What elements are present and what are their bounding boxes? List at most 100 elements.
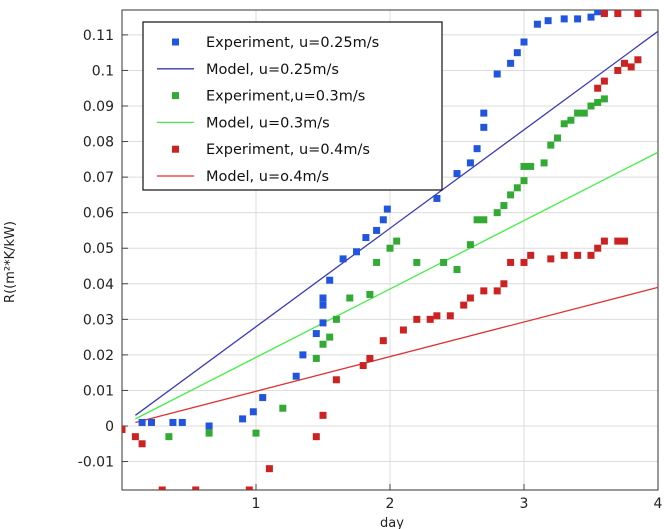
data-point — [393, 237, 401, 245]
data-point — [249, 408, 257, 416]
data-point — [513, 184, 521, 192]
data-point — [533, 20, 541, 28]
data-point — [383, 205, 391, 213]
axes: 1 2 3 4 -0.01 0 0.01 0.02 0.03 0.04 0.05 0.06 0.07 0.… — [78, 9, 663, 512]
data-point — [594, 244, 602, 252]
data-point — [205, 422, 213, 430]
data-point — [312, 354, 320, 362]
data-point — [147, 418, 155, 426]
data-point — [138, 418, 146, 426]
data-point — [520, 162, 528, 170]
data-point — [473, 145, 481, 153]
y-tick-label: 0.04 — [83, 277, 114, 293]
x-tick-label: 1 — [252, 496, 261, 512]
x-tick-label: 4 — [654, 496, 663, 512]
data-point — [574, 251, 582, 259]
data-point — [205, 429, 213, 437]
data-point — [587, 251, 595, 259]
data-point — [527, 162, 535, 170]
data-point — [560, 120, 568, 128]
data-point — [621, 237, 628, 245]
data-point — [507, 258, 515, 266]
data-point — [513, 49, 521, 57]
model-line — [135, 286, 658, 424]
data-point — [567, 116, 575, 124]
data-point — [312, 330, 320, 338]
y-tick-label: 0.06 — [83, 206, 114, 222]
data-point — [265, 465, 273, 473]
data-point — [493, 209, 501, 217]
x-axis-title: day — [380, 516, 404, 529]
data-point — [279, 404, 287, 412]
data-point — [245, 486, 253, 490]
y-tick-label: 0.05 — [83, 241, 114, 257]
data-point — [453, 170, 461, 178]
data-point — [580, 109, 588, 117]
data-point — [594, 84, 602, 92]
data-point — [446, 312, 454, 320]
data-point — [540, 159, 548, 167]
y-tick-label: 0.08 — [83, 135, 114, 151]
data-point — [493, 70, 501, 78]
data-point — [614, 10, 622, 18]
data-point — [560, 251, 568, 259]
data-point — [480, 123, 488, 131]
y-tick-label: 0.11 — [83, 28, 114, 44]
data-point — [252, 429, 260, 437]
model-line — [135, 151, 658, 420]
legend-label: Experiment, u=0.4m/s — [206, 142, 370, 158]
data-point — [319, 319, 327, 327]
data-point — [600, 237, 608, 245]
x-tick-label: 2 — [386, 496, 395, 512]
data-point — [574, 15, 582, 23]
data-point — [466, 159, 474, 167]
data-point — [627, 63, 635, 71]
series-layer — [122, 10, 658, 490]
data-point — [466, 241, 474, 249]
legend-marker — [172, 92, 179, 100]
legend-label: Experiment,u=0.3m/s — [206, 89, 365, 105]
legend-box — [142, 21, 443, 191]
data-point — [547, 255, 555, 263]
data-point — [312, 433, 320, 441]
data-point — [346, 294, 354, 302]
data-point — [500, 202, 508, 210]
data-point — [453, 266, 461, 274]
data-point — [520, 258, 528, 266]
data-point — [373, 258, 381, 266]
data-point — [600, 95, 608, 103]
data-point — [362, 234, 370, 242]
data-point — [122, 426, 126, 434]
data-point — [480, 216, 488, 224]
data-point — [547, 141, 555, 149]
data-point — [239, 415, 247, 423]
data-point — [379, 337, 387, 345]
y-tick-label: 0.03 — [83, 312, 114, 328]
data-point — [359, 362, 367, 370]
data-point — [554, 134, 561, 142]
data-point — [600, 77, 608, 85]
data-point — [544, 17, 552, 25]
legend-label: Model, u=o.4m/s — [206, 169, 329, 185]
data-point — [165, 433, 173, 441]
data-point — [353, 248, 360, 256]
data-point — [634, 56, 642, 64]
data-point — [138, 440, 146, 448]
model-line — [135, 30, 658, 416]
data-point — [426, 315, 434, 323]
plot-frame — [121, 9, 659, 491]
y-tick-label: -0.01 — [78, 455, 114, 471]
data-point — [600, 10, 608, 18]
data-point — [587, 13, 595, 21]
legend-marker — [172, 38, 179, 46]
data-point — [131, 433, 139, 441]
data-point — [473, 216, 481, 224]
data-point — [386, 244, 394, 252]
data-point — [332, 376, 340, 384]
data-point — [440, 258, 448, 266]
data-point — [507, 59, 515, 67]
data-point — [507, 191, 515, 199]
data-point — [466, 294, 474, 302]
data-point — [319, 340, 327, 348]
